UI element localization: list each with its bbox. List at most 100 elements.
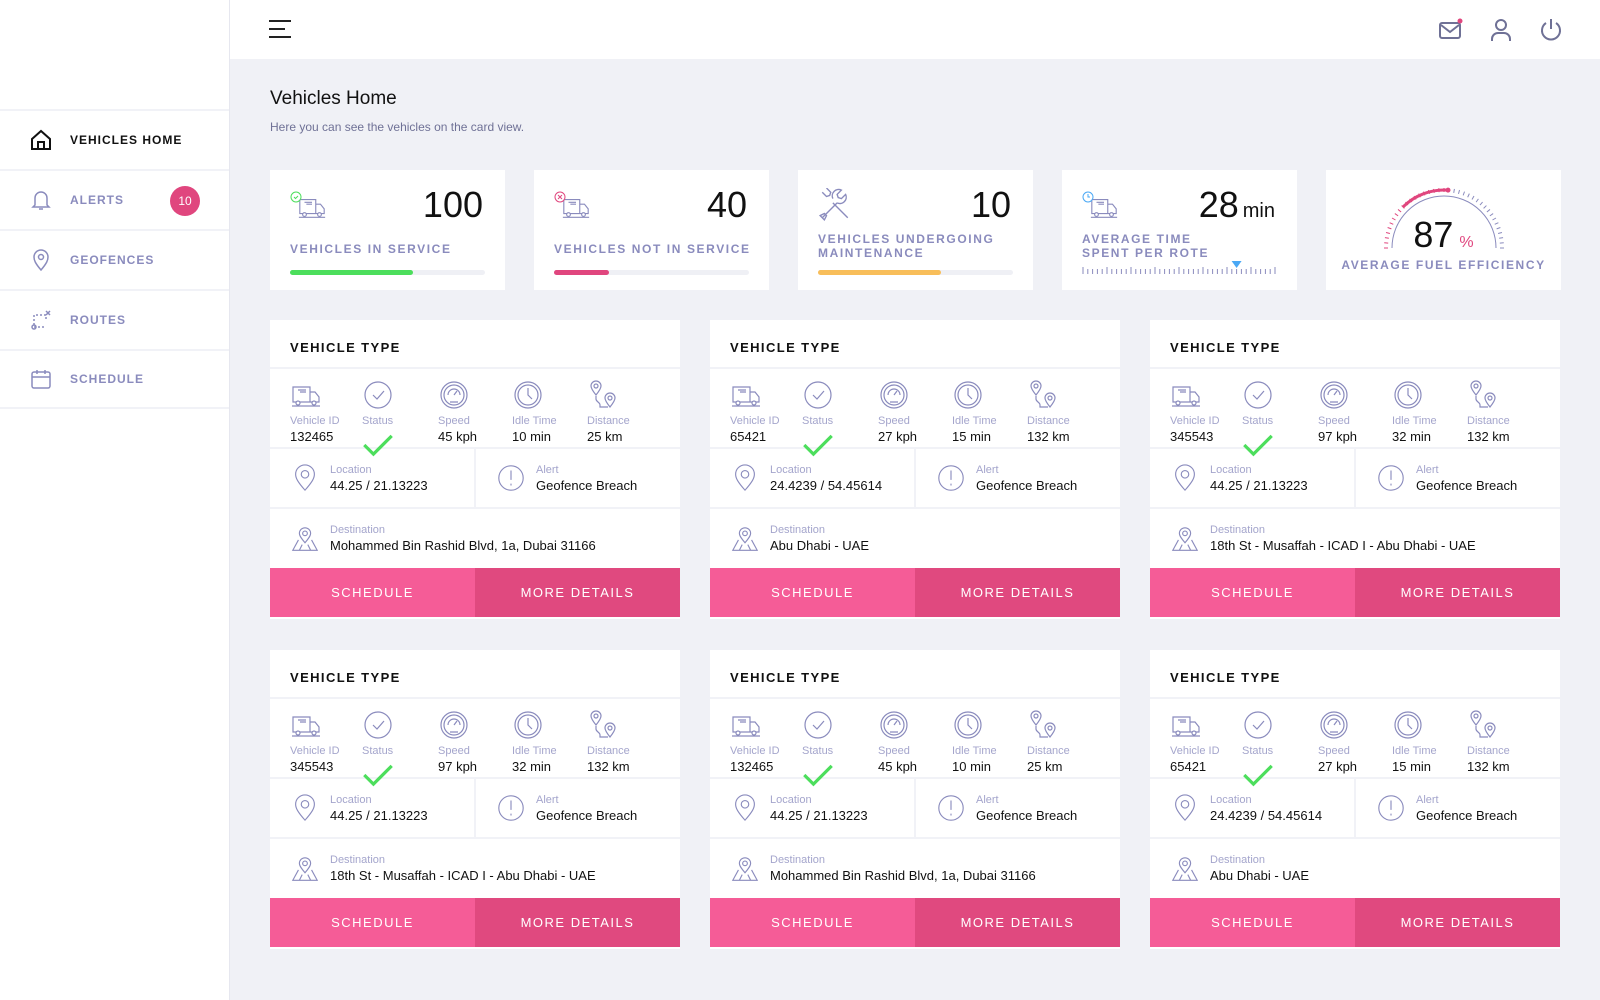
clock-icon [952,379,984,411]
stat-value: 97 kph [1318,429,1358,444]
vehicle-alert: Alert Geofence Breach [914,449,1120,507]
menu-icon[interactable] [269,20,291,38]
vehicle-card: VEHICLE TYPE Vehicle ID 345543 Status Speed… [1150,320,1560,619]
sidebar-item-routes[interactable]: ROUTES [0,289,229,349]
vehicle-id: Vehicle ID 65421 [1170,709,1220,774]
power-icon[interactable] [1538,17,1564,43]
sidebar-item-label: ALERTS [70,193,124,207]
stat-key: Speed [1318,415,1350,427]
stat-number: 28 [1198,184,1239,225]
stat-value: 132 km [587,759,630,774]
stat-key: Idle Time [512,745,557,757]
stat-value: 32 min [512,759,552,774]
location-pin-icon [730,793,760,823]
vehicle-status: Status [802,709,834,791]
schedule-button[interactable]: SCHEDULE [1150,568,1355,617]
vehicle-card: VEHICLE TYPE Vehicle ID 132465 Status Speed… [270,320,680,619]
gauge-arc [1391,195,1497,249]
location-pin-icon [730,463,760,493]
stat-key: Idle Time [1392,745,1437,757]
stat-value: 132465 [290,429,334,444]
stat-key: Distance [1467,415,1510,427]
more-details-button[interactable]: MORE DETAILS [475,568,680,617]
stat-fuel-efficiency: 87% AVERAGE FUEL EFFICIENCY [1326,170,1561,290]
vehicle-id: Vehicle ID 345543 [290,709,340,774]
alert-label: Alert [976,463,999,476]
status-check-icon [1242,759,1274,791]
stat-label: VEHICLES NOT IN SERVICE [554,242,751,256]
home-icon [31,129,51,150]
stat-unit: min [1242,200,1275,222]
dist-icon [1467,379,1499,411]
alert-icon [496,463,526,493]
stat-value: 132 km [1027,429,1070,444]
vehicle-idle-time: Idle Time 15 min [1392,709,1437,774]
gauge-tick [1458,189,1461,195]
vehicle-destination: Destination Mohammed Bin Rashid Blvd, 1a,… [710,839,1120,898]
stat-vehicles-in-service: 100 VEHICLES IN SERVICE [270,170,505,290]
vehicle-speed: Speed 27 kph [1318,709,1357,774]
stat-key: Status [1242,415,1274,427]
vehicle-card-title: VEHICLE TYPE [1150,650,1560,699]
vehicle-idle-time: Idle Time 32 min [512,709,557,774]
sidebar-item-alerts[interactable]: ALERTS 10 [0,169,229,229]
more-details-button[interactable]: MORE DETAILS [475,898,680,947]
schedule-button[interactable]: SCHEDULE [270,898,475,947]
alert-value: Geofence Breach [976,807,1078,823]
stat-key: Status [1242,745,1274,757]
more-details-button[interactable]: MORE DETAILS [915,568,1120,617]
truck-icon [1170,379,1202,411]
more-details-button[interactable]: MORE DETAILS [1355,568,1560,617]
vehicle-destination: Destination 18th St - Musaffah - ICAD I -… [270,839,680,898]
location-value: 44.25 / 21.13223 [330,477,428,493]
more-details-button[interactable]: MORE DETAILS [1355,898,1560,947]
stat-value: 32 min [1392,429,1432,444]
truck-check-icon [290,191,326,218]
sidebar-item-vehicles-home[interactable]: VEHICLES HOME [0,109,229,169]
location-pin-icon [290,463,320,493]
sidebar-item-geofences[interactable]: GEOFENCES [0,229,229,289]
user-icon[interactable] [1488,17,1514,43]
stat-value: 65421 [1170,759,1207,774]
vehicle-destination: Destination Abu Dhabi - UAE [1150,839,1560,898]
stat-key: Vehicle ID [290,415,340,427]
progress-bar [290,270,485,275]
destination-label: Destination [330,524,386,536]
vehicle-distance: Distance 132 km [1027,379,1070,444]
stat-unit: % [1459,234,1474,251]
progress-bar [818,270,1013,275]
vehicle-speed: Speed 45 kph [438,379,477,444]
alert-icon [1376,793,1406,823]
schedule-button[interactable]: SCHEDULE [710,898,915,947]
schedule-button[interactable]: SCHEDULE [710,568,915,617]
gauge-tick [1384,237,1389,239]
stat-value: 10 min [512,429,552,444]
gauge-tick [1391,217,1396,221]
dist-icon [587,379,619,411]
gauge-tick [1394,213,1399,217]
stat-key: Speed [438,745,470,757]
destination-value: Mohammed Bin Rashid Blvd, 1a, Dubai 3116… [330,538,596,553]
vehicle-alert: Alert Geofence Breach [1354,449,1560,507]
vehicle-idle-time: Idle Time 15 min [952,379,997,444]
destination-value: Abu Dhabi - UAE [770,538,869,553]
gauge-tick [1479,201,1483,206]
stat-number: 87 [1413,214,1454,255]
schedule-button[interactable]: SCHEDULE [1150,898,1355,947]
schedule-button[interactable]: SCHEDULE [270,568,475,617]
vehicle-speed: Speed 97 kph [1318,379,1357,444]
sidebar-item-schedule[interactable]: SCHEDULE [0,349,229,409]
stat-key: Speed [438,415,470,427]
vehicle-distance: Distance 25 km [587,379,630,444]
location-pin-icon [290,793,320,823]
vehicle-destination: Destination Abu Dhabi - UAE [710,509,1120,568]
destination-label: Destination [1210,854,1266,866]
mail-icon[interactable] [1438,17,1464,43]
status-check-icon [802,759,834,791]
speed-icon [438,709,470,741]
vehicle-card-title: VEHICLE TYPE [270,650,680,699]
stat-value: 28 min [1199,184,1275,226]
stat-value: 27 kph [878,429,918,444]
stat-label: VEHICLES IN SERVICE [290,242,452,256]
more-details-button[interactable]: MORE DETAILS [915,898,1120,947]
